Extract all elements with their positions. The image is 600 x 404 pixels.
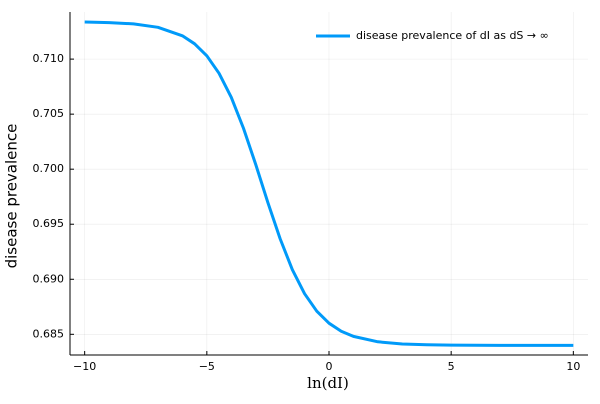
y-tick-label: 0.700 bbox=[33, 162, 65, 175]
x-tick-label: −5 bbox=[199, 360, 215, 373]
legend-label: disease prevalence of dI as dS → ∞ bbox=[356, 29, 549, 42]
y-tick-label: 0.695 bbox=[33, 217, 65, 230]
x-tick-label: 10 bbox=[566, 360, 580, 373]
x-tick-label: 0 bbox=[326, 360, 333, 373]
x-tick-label: −10 bbox=[73, 360, 96, 373]
y-tick-label: 0.705 bbox=[33, 107, 65, 120]
y-axis-label: disease prevalence bbox=[3, 124, 21, 269]
x-tick-label: 5 bbox=[448, 360, 455, 373]
y-tick-label: 0.690 bbox=[33, 272, 65, 285]
y-tick-label: 0.685 bbox=[33, 327, 65, 340]
y-tick-label: 0.710 bbox=[33, 52, 65, 65]
line bbox=[84, 20, 574, 347]
x-axis-label: ln(dI) bbox=[307, 374, 349, 392]
